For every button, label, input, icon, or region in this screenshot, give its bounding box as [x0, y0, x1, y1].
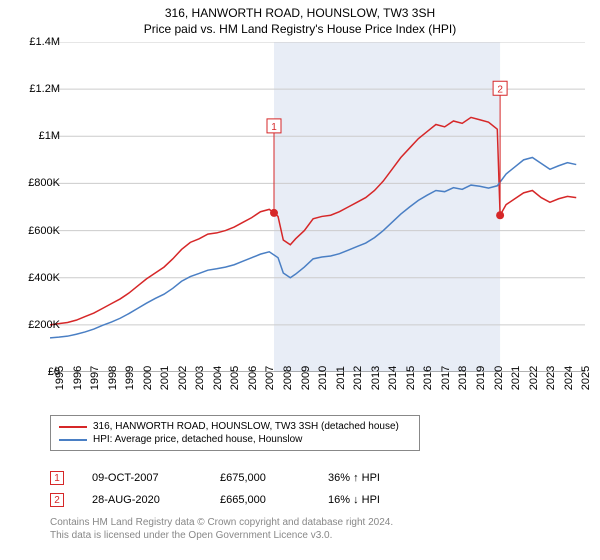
- xtick-label: 2018: [457, 366, 469, 390]
- ytick-label: £200K: [28, 319, 60, 331]
- xtick-label: 2009: [300, 366, 312, 390]
- xtick-label: 2010: [317, 366, 329, 390]
- legend-row-hpi: HPI: Average price, detached house, Houn…: [59, 433, 411, 446]
- xtick-label: 2006: [247, 366, 259, 390]
- xtick-label: 1995: [54, 366, 66, 390]
- ytick-label: £1M: [39, 130, 60, 142]
- chart-container: 316, HANWORTH ROAD, HOUNSLOW, TW3 3SH Pr…: [0, 0, 600, 560]
- legend: 316, HANWORTH ROAD, HOUNSLOW, TW3 3SH (d…: [50, 415, 420, 451]
- sale-row: 1 09-OCT-2007 £675,000 36% ↑ HPI: [50, 467, 428, 489]
- sale-marker: 2: [50, 493, 64, 507]
- sale-row: 2 28-AUG-2020 £665,000 16% ↓ HPI: [50, 489, 428, 511]
- sale-marker: 1: [50, 471, 64, 485]
- legend-swatch-hpi: [59, 439, 87, 441]
- ytick-label: £1.2M: [29, 83, 60, 95]
- chart-subtitle: Price paid vs. HM Land Registry's House …: [0, 20, 600, 36]
- xtick-label: 1998: [107, 366, 119, 390]
- xtick-label: 2007: [264, 366, 276, 390]
- ytick-label: £600K: [28, 225, 60, 237]
- xtick-label: 2023: [545, 366, 557, 390]
- footer: Contains HM Land Registry data © Crown c…: [50, 516, 393, 542]
- sale-date: 09-OCT-2007: [92, 472, 192, 484]
- xtick-label: 2001: [159, 366, 171, 390]
- sale-date: 28-AUG-2020: [92, 494, 192, 506]
- xtick-label: 2016: [422, 366, 434, 390]
- xtick-label: 2012: [352, 366, 364, 390]
- xtick-label: 1996: [72, 366, 84, 390]
- ytick-label: £1.4M: [29, 36, 60, 48]
- footer-line-1: Contains HM Land Registry data © Crown c…: [50, 516, 393, 529]
- sale-price: £675,000: [220, 472, 300, 484]
- legend-label-hpi: HPI: Average price, detached house, Houn…: [93, 434, 302, 445]
- xtick-label: 2004: [212, 366, 224, 390]
- xtick-label: 2020: [493, 366, 505, 390]
- xtick-label: 2015: [405, 366, 417, 390]
- xtick-label: 2019: [475, 366, 487, 390]
- footer-line-2: This data is licensed under the Open Gov…: [50, 529, 393, 542]
- xtick-label: 2011: [335, 366, 347, 390]
- xtick-label: 2022: [528, 366, 540, 390]
- xtick-label: 2002: [177, 366, 189, 390]
- chart-title: 316, HANWORTH ROAD, HOUNSLOW, TW3 3SH: [0, 0, 600, 20]
- chart-svg: 12: [50, 42, 585, 372]
- sales-table: 1 09-OCT-2007 £675,000 36% ↑ HPI 2 28-AUG-202…: [50, 467, 428, 511]
- legend-row-property: 316, HANWORTH ROAD, HOUNSLOW, TW3 3SH (d…: [59, 420, 411, 433]
- xtick-label: 2017: [440, 366, 452, 390]
- xtick-label: 2000: [142, 366, 154, 390]
- sale-price: £665,000: [220, 494, 300, 506]
- svg-text:2: 2: [497, 84, 503, 95]
- xtick-label: 2025: [580, 366, 592, 390]
- ytick-label: £800K: [28, 177, 60, 189]
- xtick-label: 1999: [124, 366, 136, 390]
- xtick-label: 2008: [282, 366, 294, 390]
- xtick-label: 2021: [510, 366, 522, 390]
- xtick-label: 1997: [89, 366, 101, 390]
- chart-area: 12: [50, 42, 585, 372]
- xtick-label: 2003: [194, 366, 206, 390]
- xtick-label: 2024: [563, 366, 575, 390]
- legend-label-property: 316, HANWORTH ROAD, HOUNSLOW, TW3 3SH (d…: [93, 421, 399, 432]
- legend-swatch-property: [59, 426, 87, 428]
- xtick-label: 2005: [229, 366, 241, 390]
- svg-text:1: 1: [271, 122, 277, 133]
- xtick-label: 2014: [387, 366, 399, 390]
- xtick-label: 2013: [370, 366, 382, 390]
- sale-delta: 16% ↓ HPI: [328, 494, 428, 506]
- sale-delta: 36% ↑ HPI: [328, 472, 428, 484]
- ytick-label: £400K: [28, 272, 60, 284]
